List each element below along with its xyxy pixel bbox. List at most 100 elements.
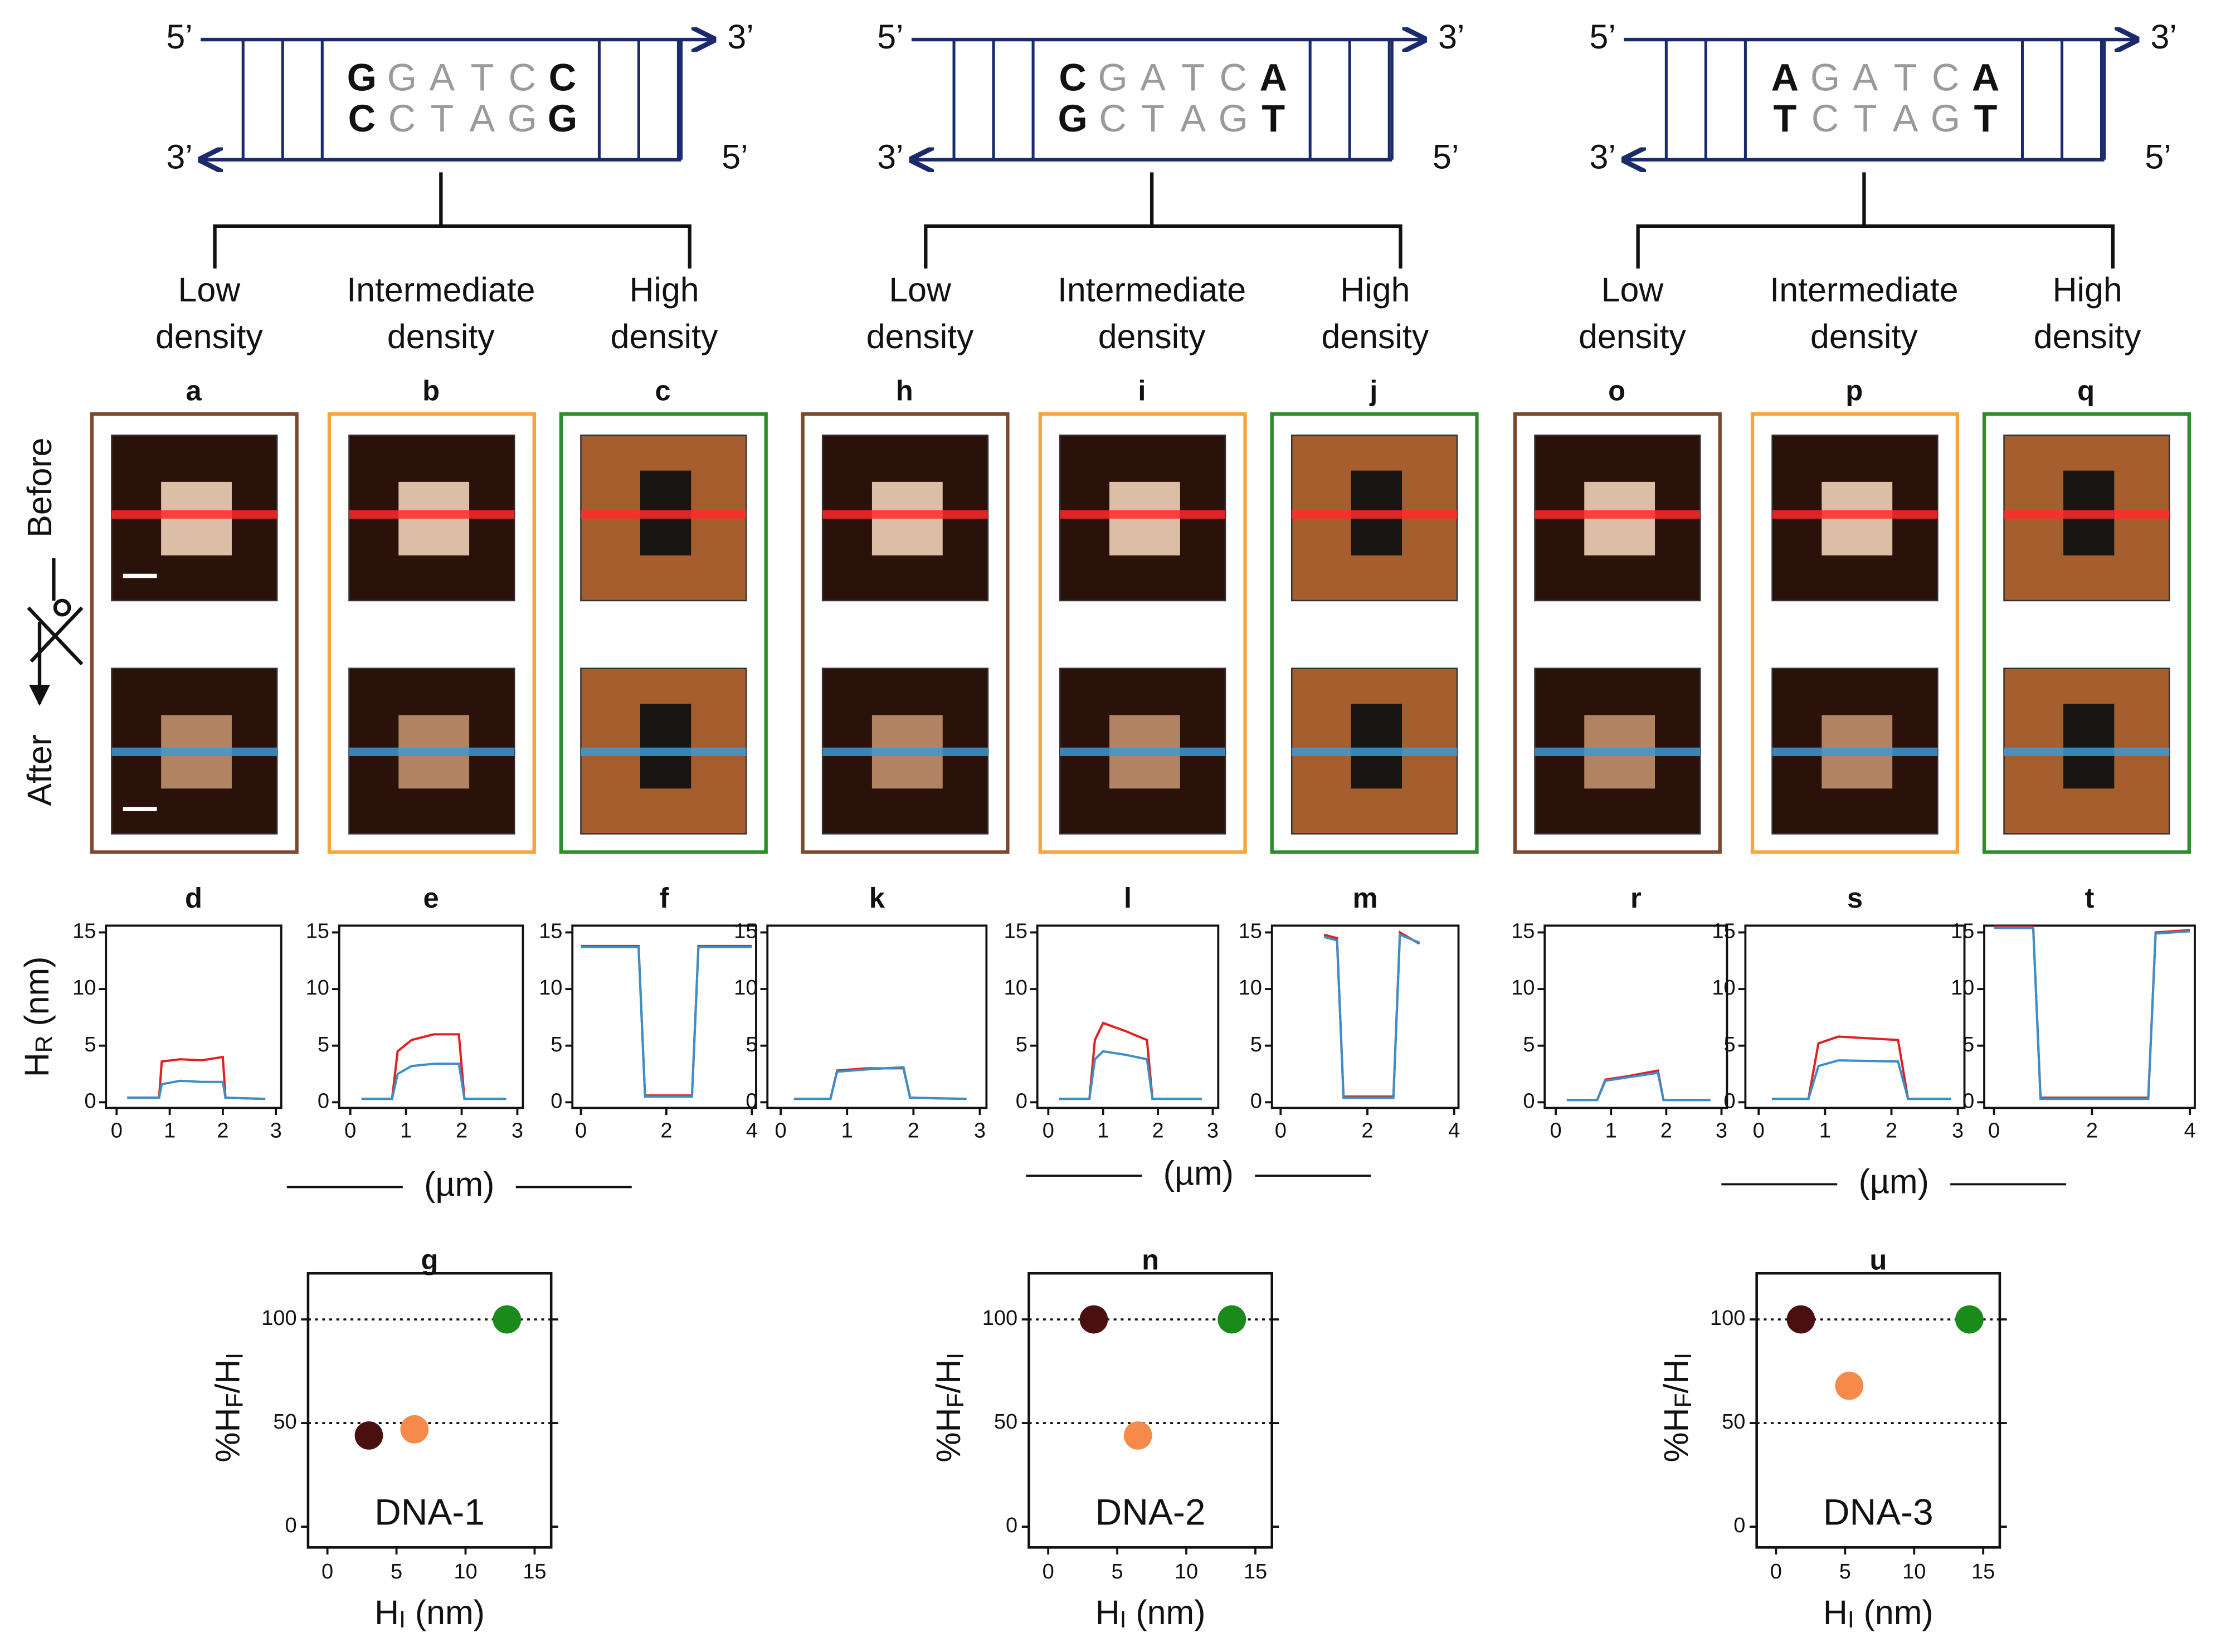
panel-letter: h [896,374,913,406]
nucleotide: T [430,97,454,140]
y-tick-label: 10 [734,976,757,1000]
x-tick-label: 15 [1971,1560,1995,1583]
density-label: Low [178,271,241,309]
panel-letter: n [1142,1244,1159,1275]
panel-letter: i [1138,374,1146,406]
profile-line [1060,510,1226,519]
subscript: I [1670,1353,1697,1359]
panel-frame [1750,412,1960,854]
x-tick-label: 10 [1902,1560,1926,1583]
y-tick-label: 10 [1951,976,1974,1000]
density-label: density [2034,318,2141,355]
nucleotide: G [1810,56,1840,99]
x-tick-label: 1 [1605,1119,1617,1143]
y-tick-label: 100 [1710,1307,1745,1330]
nucleotide: A [1180,97,1206,140]
nucleotide: G [508,97,537,140]
data-point [1786,1305,1815,1334]
plot-frame [766,924,988,1109]
profile-line [111,747,277,756]
data-point [1217,1305,1246,1334]
label-part: H [1095,1593,1120,1631]
data-point [1123,1421,1152,1450]
x-tick-label: 0 [775,1119,786,1143]
panel-letter: s [1847,882,1863,914]
density-label: High [1340,271,1410,309]
profile-line [349,510,515,519]
strand-label: 5’ [1433,138,1459,176]
density-label: density [611,318,718,355]
density-label: density [1579,318,1686,355]
x-tick-label: 0 [1043,1119,1054,1143]
profile-trace [127,1055,266,1100]
nucleotide: G [1058,97,1087,140]
data-point [493,1305,522,1334]
y-axis-label: %HF/HI [1657,1353,1697,1463]
strand-label: 5’ [722,138,748,176]
subscript: F [221,1393,248,1408]
plot-frame [105,924,283,1109]
panel-letter: c [655,374,670,406]
x-axis-label: HI (nm) [1095,1593,1206,1633]
x-tick-label: 5 [391,1560,402,1583]
y-tick-label: 10 [1004,976,1027,1000]
x-axis-label: (µm) [1163,1154,1234,1192]
panel-letter: l [1124,882,1132,914]
annotation: DNA-3 [1823,1491,1933,1532]
profile-trace [1994,927,2190,1100]
annotation: DNA-1 [374,1491,485,1532]
plot-frame [571,924,757,1109]
nucleotide: C [348,97,376,140]
y-tick-label: 15 [539,920,562,943]
y-tick-label: 15 [306,920,329,943]
panel-letter: p [1845,374,1863,406]
x-tick-label: 15 [1244,1560,1267,1583]
x-tick-label: 2 [1886,1119,1897,1143]
scissors [27,558,84,706]
y-tick-label: 10 [1712,976,1735,1000]
bracket [213,172,691,269]
density-label: Intermediate [1058,271,1246,309]
y-axis-label: %HF/HI [209,1353,249,1463]
x-tick-label: 0 [1550,1119,1561,1143]
nucleotide: A [1972,56,1999,99]
profile-line [1772,510,1938,519]
density-label: Intermediate [1770,271,1958,309]
scale-bar [123,573,157,578]
panel-frame [1513,412,1722,854]
data-point [1835,1371,1864,1400]
y-tick-label: 5 [84,1033,96,1056]
y-tick-label: 10 [539,976,562,1000]
y-tick-label: 50 [273,1410,296,1434]
label-part: /H [1657,1359,1695,1393]
nucleotide: A [1260,56,1287,99]
profile-line [349,747,515,756]
y-tick-label: 5 [551,1033,562,1056]
panel-frame [90,412,299,854]
density-label: density [1321,318,1429,355]
x-axis-label: HI (nm) [1823,1593,1933,1633]
x-tick-label: 0 [111,1119,123,1143]
x-tick-label: 4 [2184,1119,2196,1143]
strand-label: 5’ [877,18,903,56]
nucleotide: C [1932,56,1959,99]
label-part: H [374,1593,399,1631]
x-tick-label: 1 [400,1119,412,1143]
plot-frame [1983,924,2196,1109]
y-tick-label: 5 [1523,1033,1535,1056]
x-tick-label: 0 [1988,1119,2000,1143]
x-axis-label: (µm) [1859,1163,1929,1201]
x-tick-label: 2 [660,1119,672,1143]
x-tick-label: 4 [1448,1119,1460,1143]
y-tick-label: 5 [1250,1033,1262,1056]
profile-trace [581,946,752,1098]
nucleotide: A [1893,97,1918,140]
nucleotide: T [1974,97,1998,140]
plot-frame [1755,1271,2001,1549]
x-tick-label: 2 [1361,1119,1373,1143]
density-label: density [1810,318,1918,355]
panel-frame [1270,412,1479,854]
panel-letter: e [423,882,439,914]
subscript: I [942,1353,969,1359]
label-part: %H [929,1408,967,1463]
